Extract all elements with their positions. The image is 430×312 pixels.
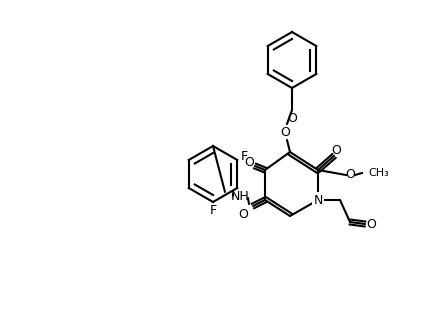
Text: O: O (287, 111, 297, 124)
Text: NH: NH (230, 189, 249, 202)
Text: O: O (238, 207, 248, 221)
Text: CH₃: CH₃ (368, 168, 389, 178)
Text: O: O (345, 168, 355, 182)
Text: O: O (331, 144, 341, 157)
Text: N: N (313, 193, 322, 207)
Text: O: O (280, 125, 290, 139)
Text: F: F (241, 149, 248, 163)
Text: O: O (366, 217, 376, 231)
Text: O: O (244, 155, 254, 168)
Text: F: F (209, 203, 217, 217)
